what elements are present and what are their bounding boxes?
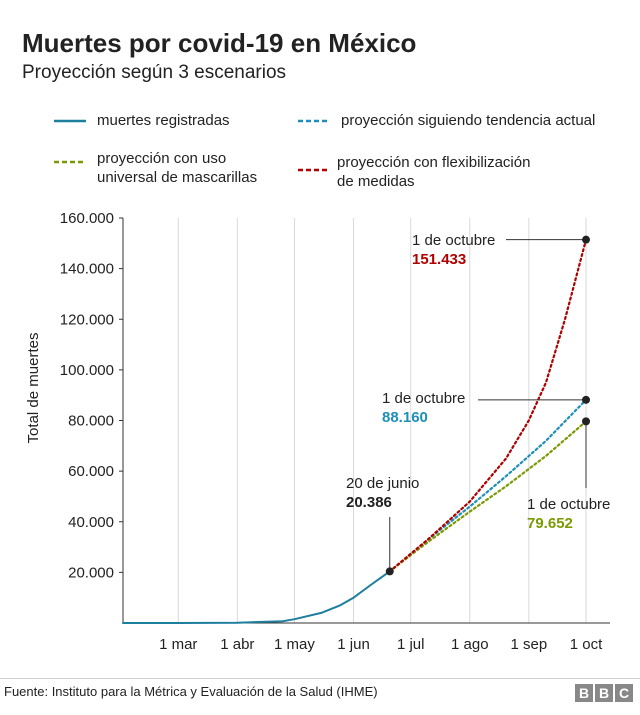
x-tick-label: 1 jun [337, 636, 370, 653]
annotation-date-label: 1 de octubre [527, 496, 610, 513]
annotation-value-label: 20.386 [346, 494, 392, 511]
legend-swatch-registradas [54, 119, 86, 123]
x-tick-label: 1 ago [451, 636, 489, 653]
chart-title: Muertes por covid-19 en México [22, 28, 417, 58]
annotation-date-label: 20 de junio [346, 475, 419, 492]
bbc-logo-block: B [575, 684, 593, 702]
legend-swatch-flexibilizacion [298, 168, 330, 172]
y-tick-label: 120.000 [60, 311, 114, 328]
annotation-dot [582, 417, 590, 426]
x-tick-label: 1 oct [570, 636, 603, 653]
bbc-logo-block: C [615, 684, 633, 702]
annotation-dot [582, 235, 590, 244]
y-tick-label: 60.000 [68, 463, 114, 480]
annotation-date-label: 1 de octubre [382, 390, 465, 407]
annotation-date-label: 1 de octubre [412, 232, 495, 249]
x-tick-label: 1 abr [220, 636, 254, 653]
source-note: Fuente: Instituto para la Métrica y Eval… [4, 684, 378, 699]
x-tick-label: 1 may [274, 636, 315, 653]
y-axis-label: Total de muertes [25, 333, 42, 444]
bbc-logo-block: B [595, 684, 613, 702]
chart-subtitle: Proyección según 3 escenarios [22, 62, 287, 83]
legend-label-mascarillas: proyección con uso universal de mascaril… [97, 150, 258, 186]
annotation-value-label: 151.433 [412, 251, 466, 268]
annotations-layer: 20 de junio 20.386 1 de octubre 151.433 1 de… [346, 232, 610, 576]
footer-divider [0, 678, 640, 679]
series-line-mascarillas [388, 420, 588, 573]
axes: 1 mar 1 abr 1 may 1 jun 1 jul 1 ago 1 sep 1 oct… [25, 210, 610, 653]
series-layer [122, 238, 588, 624]
legend-swatch-tendencia [298, 119, 330, 123]
y-tick-label: 100.000 [60, 362, 114, 379]
annotation-dot [582, 395, 590, 404]
x-tick-label: 1 mar [159, 636, 197, 653]
y-tick-label: 160.000 [60, 210, 114, 227]
legend-label-flexibilizacion: proyección con flexibilización de medida… [337, 154, 531, 190]
y-tick-label: 20.000 [68, 564, 114, 581]
y-tick-label: 140.000 [60, 261, 114, 278]
legend-swatch-mascarillas [54, 160, 86, 164]
y-tick-label: 40.000 [68, 514, 114, 531]
annotation-value-label: 79.652 [527, 515, 573, 532]
chart-canvas: 1 mar 1 abr 1 may 1 jun 1 jul 1 ago 1 sep 1 oct… [25, 210, 610, 653]
legend-label-registradas: muertes registradas [97, 112, 230, 129]
y-tick-label: 80.000 [68, 413, 114, 430]
x-tick-label: 1 sep [510, 636, 547, 653]
series-line-flexibilizacion [388, 238, 588, 573]
annotation-value-label: 88.160 [382, 409, 428, 426]
x-tick-label: 1 jul [397, 636, 425, 653]
series-line-registradas [122, 570, 391, 624]
bbc-logo: B B C [575, 684, 633, 702]
annotation-dot [385, 567, 394, 576]
legend-label-tendencia: proyección siguiendo tendencia actual [341, 112, 596, 129]
